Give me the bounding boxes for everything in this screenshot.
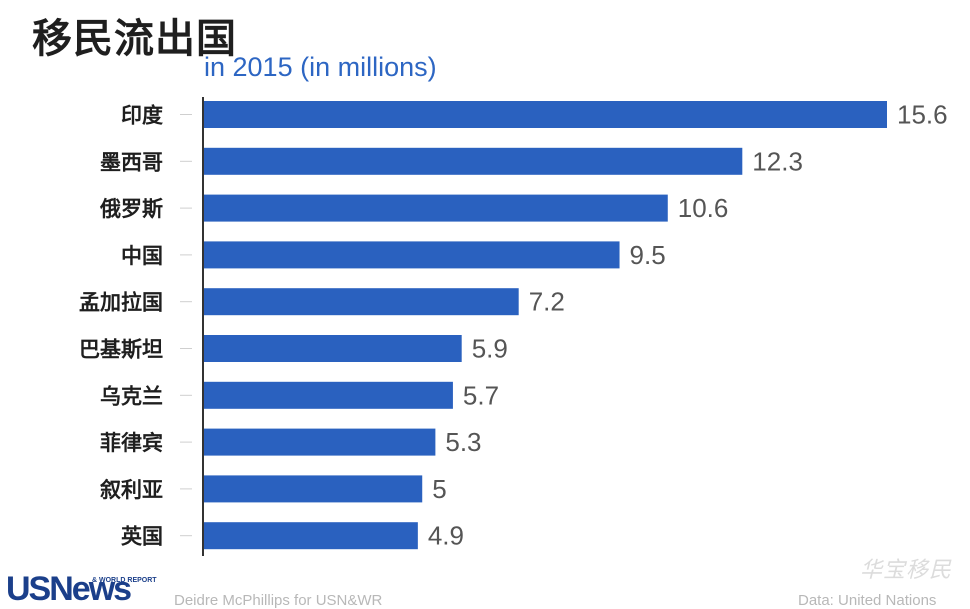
- category-label: 叙利亚: [100, 478, 163, 502]
- value-label: 10.6: [678, 193, 729, 223]
- logo-text: USNews: [6, 572, 132, 606]
- bar: [203, 194, 668, 222]
- credit-text: Deidre McPhillips for USN&WR: [174, 592, 383, 609]
- bar: [203, 522, 418, 550]
- category-label: 巴基斯坦: [79, 338, 163, 362]
- value-label: 9.5: [630, 240, 666, 270]
- category-label: 俄罗斯: [99, 197, 163, 221]
- category-label: 中国: [121, 244, 163, 268]
- bar: [203, 381, 453, 409]
- value-label: 4.9: [428, 521, 464, 551]
- value-label: 5.7: [463, 380, 499, 410]
- value-label: 5: [432, 474, 446, 504]
- chart-subtitle: in 2015 (in millions): [204, 52, 437, 82]
- bar: [203, 241, 620, 269]
- bar: [203, 147, 743, 175]
- value-label: 5.3: [445, 427, 481, 457]
- category-label: 乌克兰: [100, 384, 163, 408]
- bar: [203, 428, 436, 456]
- category-label: 英国: [121, 525, 163, 549]
- usnews-logo: USNews & WORLD REPORT: [6, 572, 162, 606]
- value-label: 15.6: [897, 100, 948, 130]
- source-text: Data: United Nations: [798, 592, 937, 609]
- value-label: 7.2: [529, 287, 565, 317]
- chart-title: 移民流出国: [32, 16, 237, 62]
- bar: [203, 335, 462, 362]
- category-label: 孟加拉国: [79, 291, 163, 315]
- category-label: 菲律宾: [100, 431, 163, 455]
- bar: [203, 475, 423, 503]
- category-label: 墨西哥: [100, 150, 163, 174]
- category-label: 印度: [121, 104, 163, 128]
- bar: [203, 101, 887, 128]
- watermark: 华宝移民: [860, 558, 953, 583]
- bar: [203, 288, 519, 316]
- value-label: 5.9: [472, 334, 508, 364]
- logo-small-text: & WORLD REPORT: [92, 577, 157, 584]
- value-label: 12.3: [752, 146, 803, 176]
